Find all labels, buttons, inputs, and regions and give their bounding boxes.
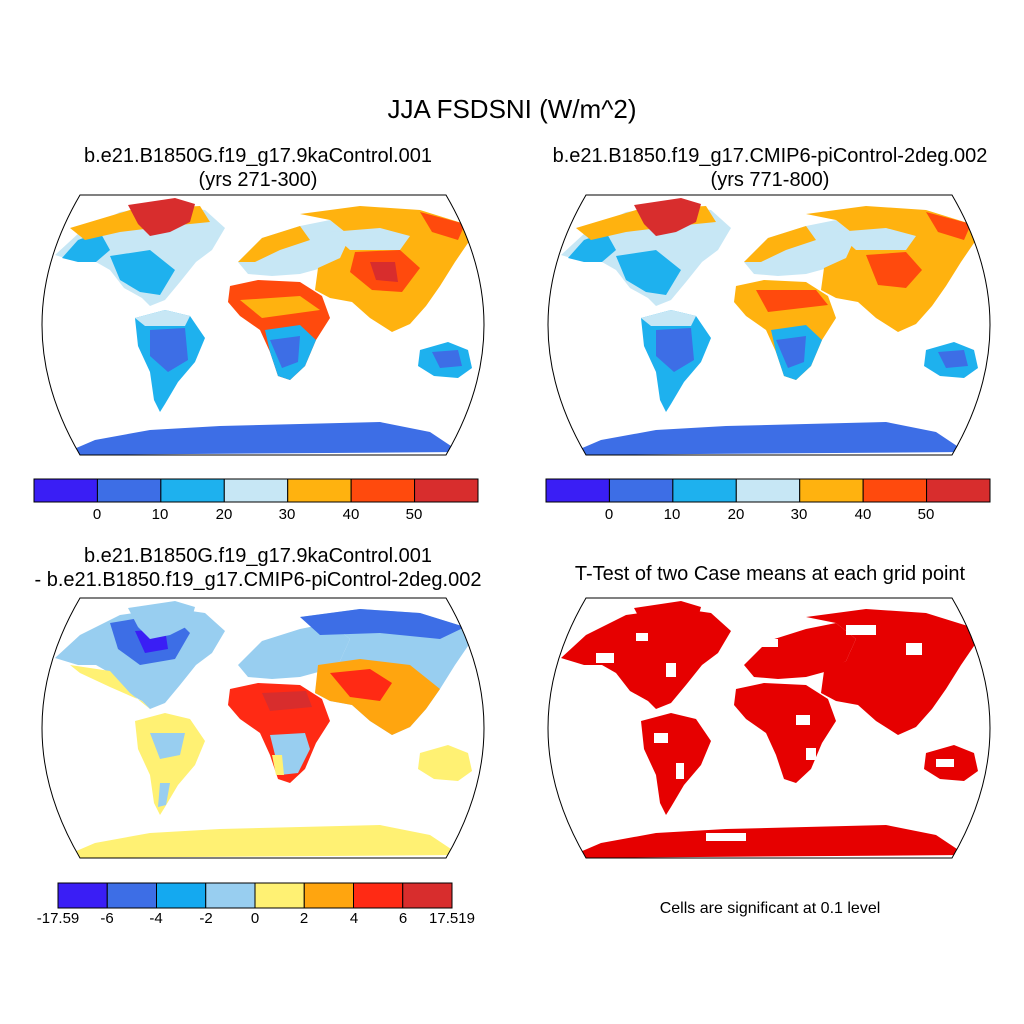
colorbar-tick-label: -4 <box>149 910 163 927</box>
colorbar-swatch <box>254 882 305 909</box>
colorbar-tick-label: 40 <box>342 506 360 523</box>
colorbar-tick-label: 50 <box>405 506 423 523</box>
panel-title-case1-line2: (yrs 271-300) <box>198 169 318 191</box>
land-fill-diff <box>55 601 472 858</box>
colorbar-swatch <box>350 478 416 503</box>
colorbar-tick-label: 0 <box>604 506 614 523</box>
colorbar-swatch <box>287 478 352 503</box>
land-fill-case2 <box>561 198 978 455</box>
colorbar-case2 <box>545 478 991 503</box>
colorbar-tick-label: 20 <box>727 506 745 523</box>
colorbar-swatch <box>106 882 157 909</box>
colorbar-swatch <box>353 882 404 909</box>
colorbar-swatch <box>303 882 354 909</box>
colorbar-tick-label: 40 <box>854 506 872 523</box>
map-diff <box>55 601 472 858</box>
colorbar-tick-label: -2 <box>199 910 213 927</box>
colorbar-swatch <box>96 478 162 503</box>
map-ttest <box>561 601 978 858</box>
colorbar-tick-label: 30 <box>790 506 808 523</box>
colorbar-tick-label: 10 <box>151 506 169 523</box>
panel-title-case1-line1: b.e21.B1850G.f19_g17.9kaControl.001 <box>83 145 433 167</box>
colorbar-tick-label: 4 <box>349 910 359 927</box>
map-case2 <box>561 198 978 455</box>
panel-title-ttest-line1: T-Test of two Case means at each grid po… <box>574 563 966 585</box>
colorbar-tick-label: 0 <box>92 506 102 523</box>
colorbar-tick-label: 6 <box>398 910 408 927</box>
colorbar-tick-label: -17.59 <box>36 910 80 927</box>
panel-title-diff: b.e21.B1850G.f19_g17.9kaControl.001 - b.… <box>0 544 516 592</box>
panel-title-diff-line1: b.e21.B1850G.f19_g17.9kaControl.001 <box>83 545 433 567</box>
panel-title-ttest: T-Test of two Case means at each grid po… <box>516 562 1024 586</box>
colorbar-case1 <box>33 478 479 503</box>
colorbar-tick-label: -6 <box>100 910 114 927</box>
colorbar-swatch <box>862 478 928 503</box>
colorbar-swatch <box>926 478 991 503</box>
colorbar-tick-label: 2 <box>299 910 309 927</box>
panel-title-case1: b.e21.B1850G.f19_g17.9kaControl.001 (yrs… <box>12 144 504 192</box>
panel-title-case2: b.e21.B1850.f19_g17.CMIP6-piControl-2deg… <box>516 144 1024 192</box>
colorbar-swatch <box>672 478 737 503</box>
colorbar-swatch <box>735 478 801 503</box>
colorbar-swatch <box>205 882 256 909</box>
colorbar-swatch <box>402 882 453 909</box>
colorbar-swatch <box>156 882 207 909</box>
colorbar-tick-label: 17.519 <box>429 910 475 927</box>
panel-title-case2-line1: b.e21.B1850.f19_g17.CMIP6-piControl-2deg… <box>552 145 988 167</box>
colorbar-diff <box>57 882 453 909</box>
colorbar-swatch <box>608 478 674 503</box>
colorbar-swatch <box>160 478 225 503</box>
land-fill-ttest <box>561 601 978 858</box>
land-fill-case1 <box>55 198 472 455</box>
significance-note: Cells are significant at 0.1 level <box>659 900 881 917</box>
colorbar-tick-label: 20 <box>215 506 233 523</box>
colorbar-swatch <box>545 478 610 503</box>
colorbar-tick-label: 30 <box>278 506 296 523</box>
colorbar-tick-label: 0 <box>250 910 260 927</box>
colorbar-tick-label: 50 <box>917 506 935 523</box>
map-case1 <box>55 198 472 455</box>
page-title: JJA FSDSNI (W/m^2) <box>387 94 637 124</box>
colorbar-swatch <box>57 882 108 909</box>
colorbar-tick-label: 10 <box>663 506 681 523</box>
panel-title-case2-line2: (yrs 771-800) <box>710 169 830 191</box>
colorbar-swatch <box>223 478 289 503</box>
panel-title-diff-line2: - b.e21.B1850.f19_g17.CMIP6-piControl-2d… <box>34 569 482 591</box>
colorbar-swatch <box>799 478 864 503</box>
colorbar-swatch <box>414 478 479 503</box>
colorbar-swatch <box>33 478 98 503</box>
